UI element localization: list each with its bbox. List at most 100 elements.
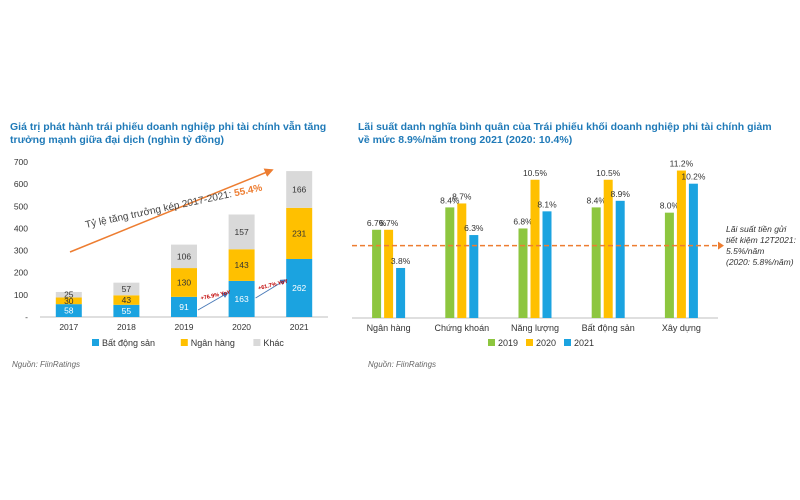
cagr-value: 55.4% (233, 183, 263, 200)
left-bar-value-label: 57 (122, 284, 132, 294)
right-bar-value-label: 8.9% (611, 189, 631, 199)
right-bar-value-label: 11.2% (670, 159, 694, 169)
left-chart-source: Nguồn: FiinRatings (12, 360, 81, 369)
left-bar-segment (171, 268, 197, 297)
right-bar (615, 200, 625, 318)
left-ytick-label: 600 (14, 179, 28, 189)
right-bar-value-label: 10.5% (523, 168, 548, 178)
right-bar (542, 211, 552, 318)
right-legend-label: 2021 (574, 338, 594, 348)
right-bar-value-label: 8.1% (537, 199, 557, 209)
left-bar-segment (228, 249, 255, 281)
yoy-arrow-2021 (255, 279, 287, 299)
right-chart-source: Nguồn: FiinRatings (368, 360, 437, 369)
left-legend-swatch (180, 339, 188, 346)
right-bar (688, 183, 698, 318)
cagr-arrow (69, 168, 274, 253)
right-bar (591, 207, 601, 318)
left-bar-segment (55, 304, 82, 317)
left-bar-value-label: 55 (122, 306, 132, 316)
reference-line-label: 5.5%/năm (726, 246, 764, 256)
left-xtick-label: 2018 (117, 322, 136, 332)
right-bar-value-label: 8.4% (587, 195, 607, 205)
left-xtick-label: 2019 (175, 322, 194, 332)
left-bar-value-label: 58 (64, 306, 74, 316)
left-ytick-label: 500 (14, 201, 28, 211)
left-legend-swatch (92, 339, 99, 346)
left-bar-segment (228, 214, 255, 250)
left-ytick-label: - (25, 312, 28, 322)
left-bar-value-label: 157 (235, 227, 249, 237)
right-bar (396, 267, 406, 318)
left-bar-value-label: 163 (235, 294, 249, 304)
right-legend-swatch (526, 339, 533, 346)
reference-line-label: tiết kiệm 12T2021: (726, 235, 797, 245)
left-bar-segment (55, 291, 82, 298)
cagr-label-text: Tỷ lệ tăng trưởng kép 2017-2021: (84, 188, 235, 231)
left-bar-value-label: 106 (177, 251, 191, 261)
right-bar (664, 212, 674, 318)
left-bar-value-label: 25 (64, 290, 74, 300)
left-legend-swatch (253, 339, 261, 346)
left-bar-segment (286, 207, 313, 259)
left-bar-segment (228, 280, 255, 317)
right-bar (518, 228, 528, 318)
right-xtick-label: Xây dựng (662, 323, 701, 333)
right-bar (445, 207, 455, 318)
left-ytick-label: 300 (14, 246, 28, 256)
right-xtick-label: Bất động sản (582, 323, 635, 333)
left-bar-value-label: 262 (292, 283, 306, 293)
right-bar-value-label: 8.7% (452, 191, 472, 201)
right-bar-value-label: 8.4% (440, 195, 460, 205)
right-chart-title: Lãi suất danh nghĩa bình quân của Trái p… (358, 121, 772, 146)
left-bar-value-label: 91 (179, 302, 189, 312)
left-ytick-label: 400 (14, 223, 28, 233)
left-xtick-label: 2017 (59, 322, 78, 332)
reference-line-arrowhead (718, 241, 724, 250)
left-bar-value-label: 231 (292, 228, 306, 238)
right-bar-value-label: 6.7% (367, 218, 387, 228)
right-legend-label: 2019 (498, 338, 518, 348)
right-bar (457, 203, 467, 318)
left-bar-segment (113, 295, 140, 305)
left-bar-value-label: 166 (292, 184, 306, 194)
right-bar-value-label: 3.8% (391, 256, 411, 266)
left-ytick-label: 200 (14, 268, 28, 278)
left-bar-segment (113, 282, 140, 296)
left-xtick-label: 2020 (232, 322, 251, 332)
right-bar (469, 235, 479, 318)
yoy-label-2021: +61.7% YoY (258, 279, 289, 292)
right-bar (676, 170, 686, 318)
right-bar-value-label: 10.2% (681, 172, 706, 182)
yoy-arrow-2020 (197, 292, 229, 311)
right-bar (372, 229, 382, 318)
left-legend-label: Khác (263, 338, 284, 348)
right-bar (384, 229, 394, 318)
left-chart-panel: Giá trị phát hành trái phiếu doanh nghiệ… (0, 0, 335, 500)
left-bar-value-label: 30 (64, 296, 74, 306)
left-bar-segment (286, 258, 313, 317)
right-bar (603, 179, 613, 318)
right-bar-value-label: 6.7% (379, 218, 399, 228)
right-legend-swatch (488, 339, 495, 346)
right-legend-swatch (564, 339, 571, 346)
left-ytick-label: 700 (14, 157, 28, 167)
left-bar-segment (113, 304, 140, 317)
left-ytick-label: 100 (14, 290, 28, 300)
right-legend-label: 2020 (536, 338, 556, 348)
right-xtick-label: Chứng khoán (435, 323, 490, 333)
left-bar-value-label: 130 (177, 277, 191, 287)
left-legend-label: Ngân hàng (191, 338, 235, 348)
reference-line-label: (2020: 5.8%/năm) (726, 257, 794, 267)
right-bar-value-label: 6.3% (464, 223, 484, 233)
right-chart-panel: Lãi suất danh nghĩa bình quân của Trái p… (340, 0, 800, 500)
left-bar-value-label: 143 (235, 260, 249, 270)
left-bar-value-label: 43 (122, 295, 132, 305)
left-bar-segment (55, 297, 82, 305)
right-xtick-label: Ngân hàng (367, 323, 411, 333)
right-bar-value-label: 6.8% (513, 216, 533, 226)
left-bar-segment (171, 296, 197, 317)
right-xtick-label: Năng lượng (511, 323, 559, 333)
